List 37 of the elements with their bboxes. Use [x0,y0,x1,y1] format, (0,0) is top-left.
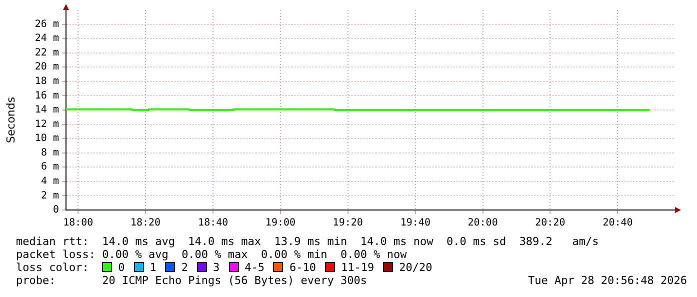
text: loss color: [16,261,89,274]
y-tick-label: 16 m [34,90,59,102]
text: packet loss: 0.00 % avg 0.00 % max 0.00 % min 0.00 % now [16,248,407,261]
y-tick-label: 0 [52,204,59,216]
y-tick-label: 26 m [34,18,59,30]
legend-label: 2 [181,261,188,274]
y-tick-label: 10 m [34,133,59,144]
x-tick-label: 19:20 [332,218,363,229]
legend-label: 3 [212,261,220,274]
legend-label: 4-5 [244,261,264,274]
y-tick-label: 12 m [34,118,59,130]
x-tick-label: 20:00 [468,218,498,229]
text: Tue Apr 28 20:56:48 2026 [528,274,687,287]
x-tick-label: 18:00 [63,218,94,229]
y-tick-label: 18 m [34,76,59,88]
legend-label: 11-19 [340,261,374,274]
y-tick-label: 22 m [34,47,59,58]
x-tick-label: 20:20 [535,218,566,229]
legend-label: 20/20 [398,261,432,274]
y-tick-label: 6 m [40,162,59,173]
text: probe: 20 ICMP Echo Pings (56 Bytes) every 300s [16,274,367,287]
text: median rtt: 14.0 ms avg 14.0 ms max 13.9 ms min 14.0 ms now 0.0 ms sd 389.2 am/s [16,235,599,248]
y-tick-label: 8 m [40,147,59,158]
x-tick-label: 20:40 [602,218,633,229]
legend-label: 1 [148,261,156,274]
legend-label: 0 [117,261,125,274]
y-axis-title: Seconds [4,96,18,144]
y-tick-label: 2 m [40,190,59,202]
legend-label: 6-10 [288,261,316,274]
x-tick-label: 18:20 [130,218,161,229]
x-tick-label: 18:40 [198,218,228,229]
x-tick-label: 19:00 [265,218,296,229]
y-tick-label: 20 m [34,62,59,73]
y-tick-label: 24 m [34,33,59,44]
y-tick-label: 14 m [34,104,59,116]
x-tick-label: 19:40 [400,218,430,229]
y-tick-label: 4 m [40,176,59,188]
